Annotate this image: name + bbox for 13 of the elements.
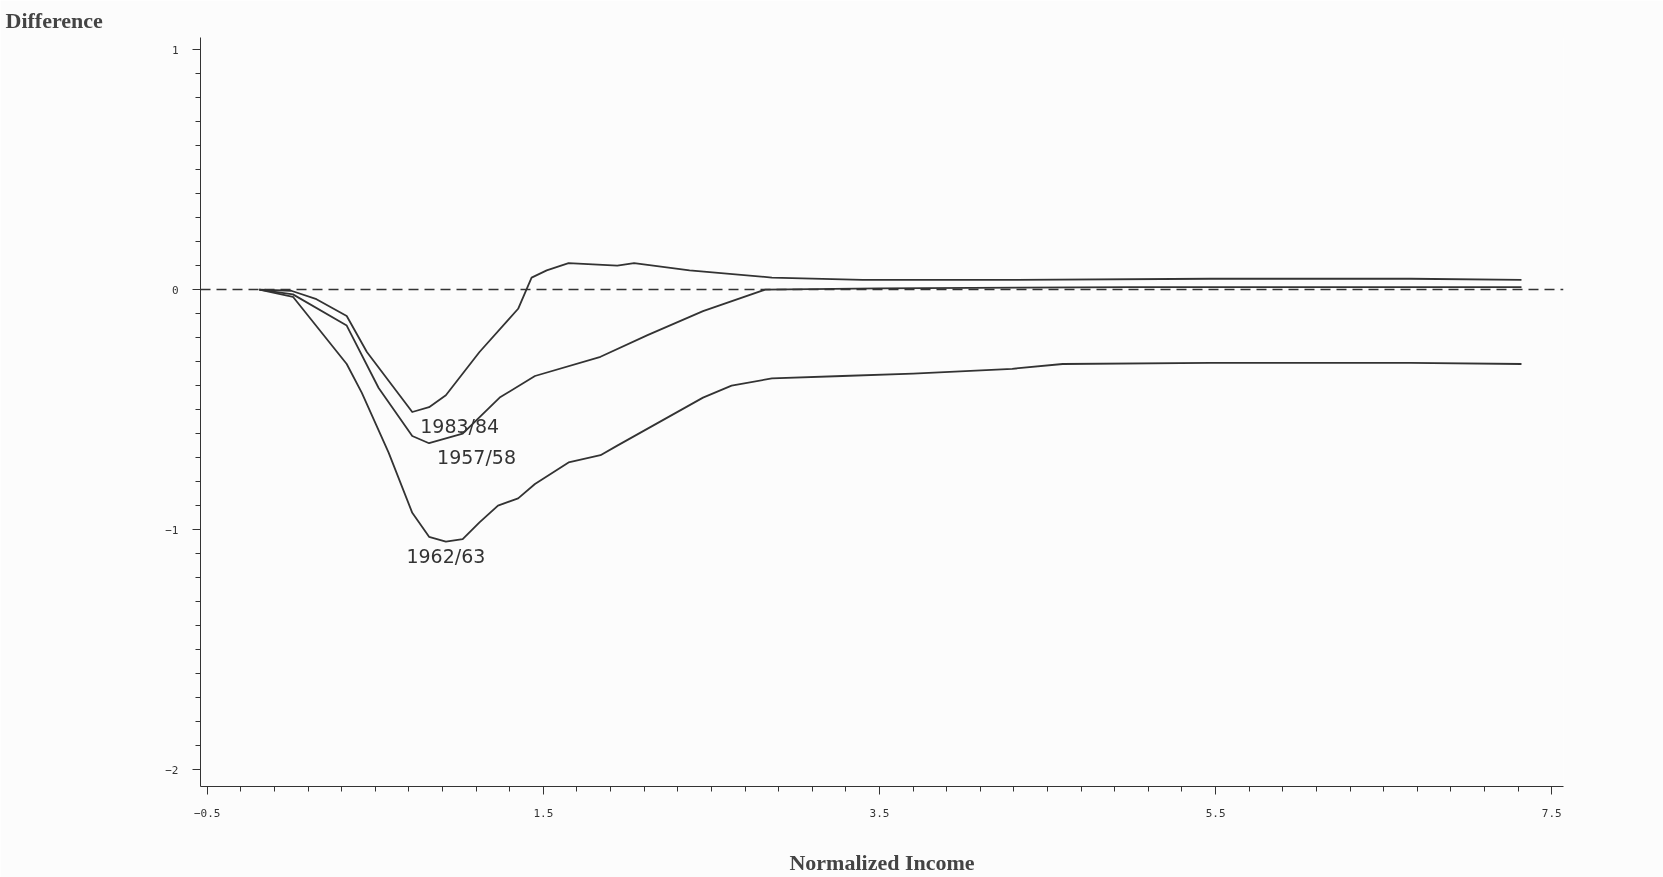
y-axis-title: Difference: [5, 7, 104, 33]
x-tick-label: 3.5: [869, 806, 890, 820]
y-tick-label: 1: [171, 43, 179, 57]
x-tick-label: 1.5: [533, 806, 554, 820]
series-label: 1962/63: [406, 544, 486, 567]
y-tick-label: −2: [165, 763, 179, 777]
x-tick-label: 5.5: [1205, 806, 1226, 820]
y-tick-label: −1: [165, 523, 179, 537]
x-axis-title: Normalized Income: [789, 849, 975, 875]
x-tick-label: 7.5: [1541, 806, 1562, 820]
series-label: 1957/58: [437, 446, 516, 469]
x-tick-label: −0.5: [193, 806, 221, 820]
y-tick-label: 0: [171, 283, 179, 297]
